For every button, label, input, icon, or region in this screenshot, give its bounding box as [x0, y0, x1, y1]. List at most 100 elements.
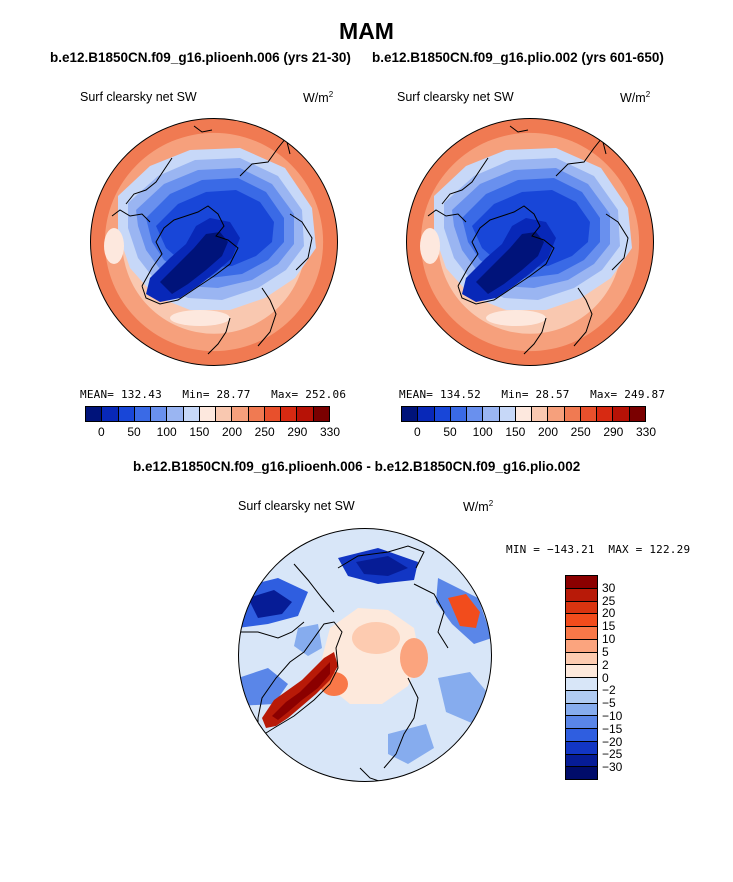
colorbar-swatch [248, 407, 265, 421]
colorbar-swatch [566, 576, 597, 589]
coastline [111, 209, 151, 223]
panel1-units: W/m2 [303, 90, 334, 106]
panel1-title: b.e12.B1850CN.f09_g16.plioenh.006 (yrs 2… [50, 50, 351, 65]
colorbar-swatch [515, 407, 533, 421]
panel3-variable-label: Surf clearsky net SW [238, 499, 355, 513]
panel1-max: 252.06 [305, 388, 347, 401]
field-band [272, 662, 330, 720]
colorbar-swatch [564, 407, 581, 421]
coastline [427, 209, 467, 223]
colorbar-swatch [566, 614, 597, 627]
colorbar-swatch [613, 407, 630, 421]
colorbar-swatch [450, 407, 468, 421]
colorbar-swatch [566, 678, 597, 691]
field-band [238, 668, 288, 706]
colorbar-swatch [566, 665, 597, 678]
colorbar-tick-label: 2 [602, 657, 609, 672]
colorbar-swatch [118, 407, 135, 421]
field-band [356, 556, 408, 576]
field-band [104, 228, 124, 264]
panel2-stats: MEAN= 134.52 Min= 28.57 Max= 249.87 [399, 388, 666, 401]
colorbar-swatch [597, 407, 614, 421]
colorbar-swatch [483, 407, 500, 421]
field-band [170, 310, 230, 326]
colorbar-tick-label: −30 [602, 760, 623, 775]
colorbar-tick-label: −25 [602, 747, 623, 762]
colorbar-tick-label: 50 [127, 425, 141, 439]
colorbar-tick-label: 20 [602, 606, 616, 621]
panel2-colorbar [401, 406, 646, 422]
colorbar-swatch [580, 407, 598, 421]
colorbar-swatch [566, 703, 597, 717]
colorbar-tick-label: 200 [537, 425, 559, 439]
colorbar-tick-label: 15 [602, 619, 616, 634]
panel2-units: W/m2 [620, 90, 651, 106]
colorbar-tick-label: 250 [254, 425, 275, 439]
panel3-colorbar [565, 575, 598, 780]
colorbar-tick-label: 290 [603, 425, 624, 439]
map-boundary [406, 118, 654, 366]
colorbar-tick-label: 330 [319, 425, 341, 439]
panel1-colorbar-ticks: 0 50 100 150 200 250 290 330 [85, 425, 340, 441]
field-band [248, 590, 292, 618]
colorbar-swatch [183, 407, 200, 421]
panel1-mean: 132.43 [120, 388, 162, 401]
coastline [509, 125, 529, 133]
coastline [289, 213, 313, 271]
colorbar-swatch [297, 407, 314, 421]
colorbar-swatch [566, 741, 597, 755]
colorbar-swatch [566, 690, 597, 704]
colorbar-swatch [434, 407, 451, 421]
colorbar-swatch [102, 407, 119, 421]
colorbar-tick-label: 200 [221, 425, 243, 439]
coastline [413, 583, 449, 649]
colorbar-swatch [418, 407, 435, 421]
coastline [605, 213, 629, 271]
colorbar-tick-label: 0 [413, 425, 421, 439]
panel2-min: 28.57 [535, 388, 570, 401]
colorbar-swatch [281, 407, 298, 421]
colorbar-swatch [566, 601, 597, 615]
colorbar-swatch [566, 627, 597, 640]
colorbar-swatch [629, 407, 645, 421]
colorbar-tick-label: 0 [602, 670, 609, 685]
field-band [160, 232, 228, 294]
colorbar-swatch [199, 407, 217, 421]
coastline [383, 677, 419, 769]
colorbar-tick-label: 290 [287, 425, 308, 439]
colorbar-swatch [548, 407, 565, 421]
panel3-polar-map [238, 528, 492, 782]
colorbar-swatch [167, 407, 184, 421]
coastline [293, 563, 335, 613]
map-boundary [238, 528, 492, 782]
panel2-mean: 134.52 [439, 388, 481, 401]
figure-title: MAM [339, 18, 394, 44]
colorbar-tick-label: 150 [189, 425, 210, 439]
field-band [388, 724, 434, 764]
field-band [400, 638, 428, 678]
field-band [476, 232, 544, 294]
field-band [448, 594, 480, 628]
colorbar-tick-label: −10 [602, 708, 623, 723]
colorbar-swatch [264, 407, 282, 421]
colorbar-swatch [566, 639, 597, 653]
colorbar-swatch [566, 652, 597, 666]
coastline [573, 287, 593, 347]
panel2-polar-map [406, 118, 654, 366]
panel1-min: 28.77 [216, 388, 251, 401]
panel2-colorbar-ticks: 0 50 100 150 200 250 290 330 [401, 425, 656, 441]
coastline [141, 205, 239, 305]
colorbar-tick-label: 30 [602, 580, 616, 595]
panel3-colorbar-ticks: 30 25 20 15 10 5 2 0 −2 −5 −10 −15 −20 −25 −30 [602, 575, 642, 780]
panel1-polar-map [90, 118, 338, 366]
colorbar-swatch [566, 716, 597, 729]
coastline [238, 621, 305, 639]
coastline [207, 317, 231, 355]
panel2-title: b.e12.B1850CN.f09_g16.plio.002 (yrs 601-… [372, 50, 664, 65]
coastline [193, 125, 213, 133]
colorbar-tick-label: −2 [602, 683, 616, 698]
panel1-variable-label: Surf clearsky net SW [80, 90, 197, 104]
field-band [420, 228, 440, 264]
colorbar-tick-label: 0 [97, 425, 105, 439]
colorbar-tick-label: 25 [602, 593, 616, 608]
